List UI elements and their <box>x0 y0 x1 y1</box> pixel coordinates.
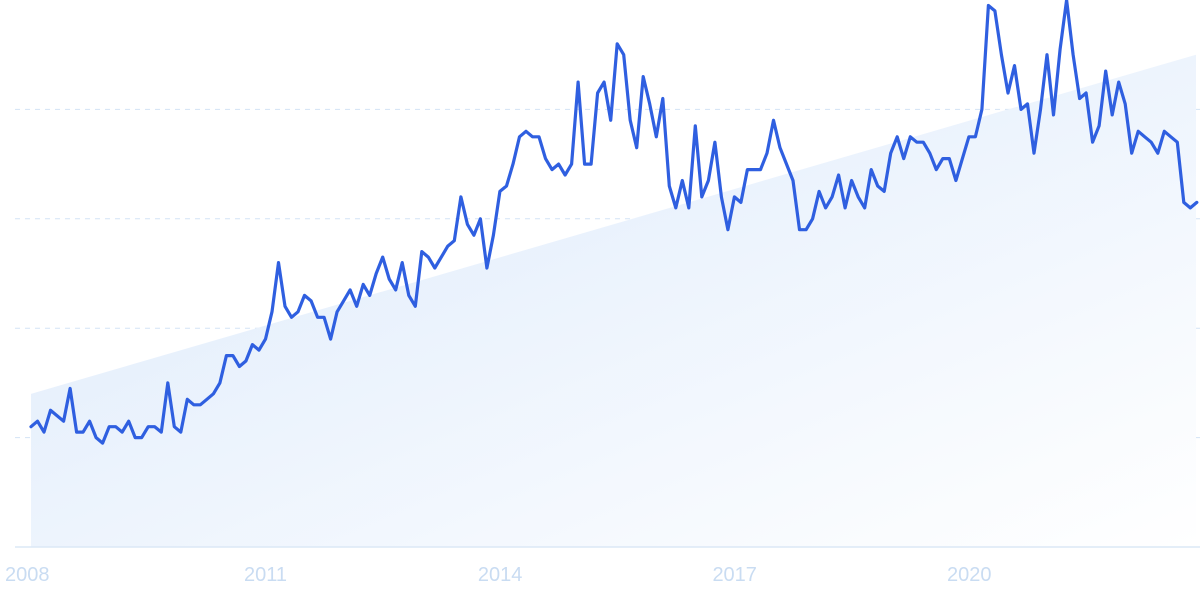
x-tick-label: 2014 <box>478 564 523 586</box>
trend-band-area <box>31 54 1196 547</box>
x-tick-label: 2017 <box>712 564 757 586</box>
x-tick-label: 2011 <box>244 564 287 586</box>
series-line <box>29 0 1199 445</box>
x-tick-labels: 2008 2011 2014 2017 2020 <box>5 564 992 586</box>
x-tick-label: 2020 <box>947 564 992 586</box>
x-tick-label: 2008 <box>5 564 50 586</box>
